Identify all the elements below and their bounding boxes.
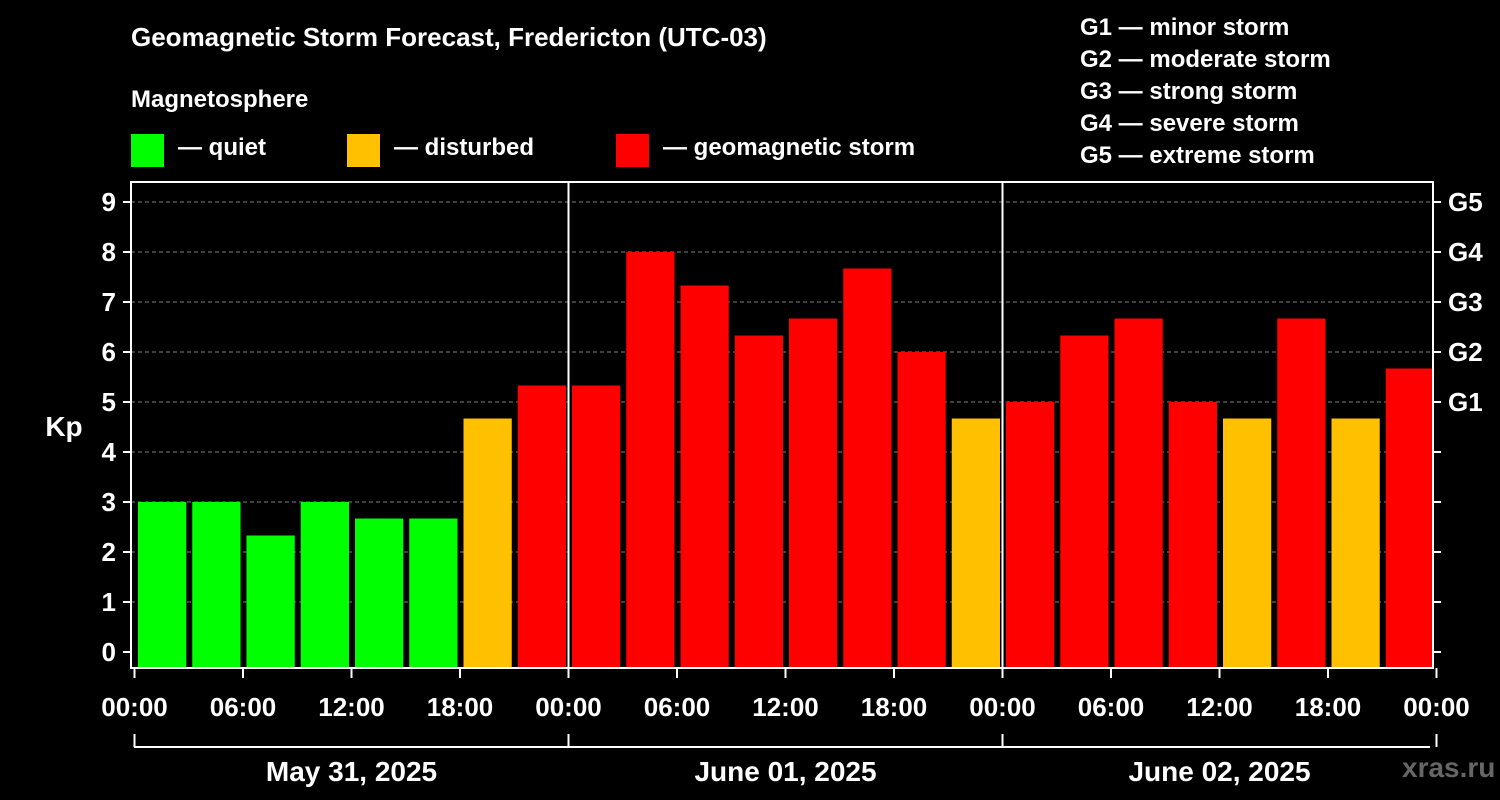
legend-label-quiet: — quiet: [178, 134, 266, 161]
legend-swatch-storm: [616, 134, 649, 167]
kp-bar: [1331, 418, 1380, 668]
kp-bar: [246, 535, 295, 668]
y-tick-label: 5: [102, 387, 116, 417]
kp-bar: [734, 335, 783, 668]
legend-label-disturbed: — disturbed: [394, 134, 535, 161]
kp-bar: [138, 502, 187, 668]
kp-bar: [1168, 402, 1217, 668]
y-tick-label: 6: [102, 337, 116, 367]
legend-label-storm: — geomagnetic storm: [663, 134, 916, 161]
x-tick-label: 06:00: [644, 692, 711, 722]
g-scale-g2: G2 — moderate storm: [1080, 46, 1331, 73]
kp-bar: [1223, 418, 1272, 668]
x-tick-label: 12:00: [318, 692, 385, 722]
y-tick-label: 9: [102, 187, 116, 217]
x-tick-label: 00:00: [969, 692, 1036, 722]
watermark: xras.ru: [1402, 752, 1496, 783]
g-scale-g3: G3 — strong storm: [1080, 78, 1298, 105]
kp-bar: [517, 385, 566, 668]
date-label: June 01, 2025: [694, 756, 876, 787]
y-tick-label: 0: [102, 637, 116, 667]
g-tick-label: G5: [1448, 187, 1483, 217]
kp-bar: [409, 518, 458, 668]
g-scale-g5: G5 — extreme storm: [1080, 142, 1315, 169]
legend-swatch-quiet: [131, 134, 164, 167]
y-tick-label: 2: [102, 537, 116, 567]
kp-bar: [789, 318, 838, 668]
kp-bar: [626, 252, 675, 668]
x-tick-label: 18:00: [861, 692, 928, 722]
kp-bar: [1060, 335, 1109, 668]
x-tick-label: 00:00: [1403, 692, 1470, 722]
kp-bar: [300, 502, 349, 668]
x-tick-label: 12:00: [1186, 692, 1253, 722]
g-tick-label: G3: [1448, 287, 1483, 317]
legend-swatch-disturbed: [347, 134, 380, 167]
plot-frame: [130, 181, 1434, 669]
x-tick-label: 00:00: [101, 692, 168, 722]
chart-title: Geomagnetic Storm Forecast, Fredericton …: [131, 22, 767, 52]
y-tick-label: 7: [102, 287, 116, 317]
kp-bar: [1006, 402, 1055, 668]
x-tick-label: 18:00: [1295, 692, 1362, 722]
y-axis-label: Kp: [45, 411, 82, 442]
g-scale-g1: G1 — minor storm: [1080, 14, 1290, 41]
g-tick-label: G1: [1448, 387, 1483, 417]
y-tick-label: 1: [102, 587, 116, 617]
x-tick-label: 18:00: [427, 692, 494, 722]
date-label: June 02, 2025: [1128, 756, 1310, 787]
kp-bar: [680, 285, 729, 668]
x-tick-label: 12:00: [752, 692, 819, 722]
x-tick-label: 06:00: [1078, 692, 1145, 722]
g-tick-label: G2: [1448, 337, 1483, 367]
g-scale-g4: G4 — severe storm: [1080, 110, 1299, 137]
x-tick-label: 06:00: [210, 692, 277, 722]
kp-bar: [355, 518, 404, 668]
kp-bar: [843, 268, 892, 668]
kp-bar: [1385, 368, 1434, 668]
y-tick-label: 3: [102, 487, 116, 517]
kp-bar: [897, 352, 946, 668]
kp-bar: [192, 502, 241, 668]
kp-bar: [951, 418, 1000, 668]
date-label: May 31, 2025: [266, 756, 437, 787]
y-tick-label: 8: [102, 237, 116, 267]
section-label: Magnetosphere: [131, 86, 309, 113]
kp-bar: [572, 385, 621, 668]
g-tick-label: G4: [1448, 237, 1483, 267]
kp-bar: [1114, 318, 1163, 668]
x-tick-label: 00:00: [535, 692, 602, 722]
y-tick-label: 4: [102, 437, 117, 467]
kp-bar: [463, 418, 512, 668]
kp-bar: [1277, 318, 1326, 668]
